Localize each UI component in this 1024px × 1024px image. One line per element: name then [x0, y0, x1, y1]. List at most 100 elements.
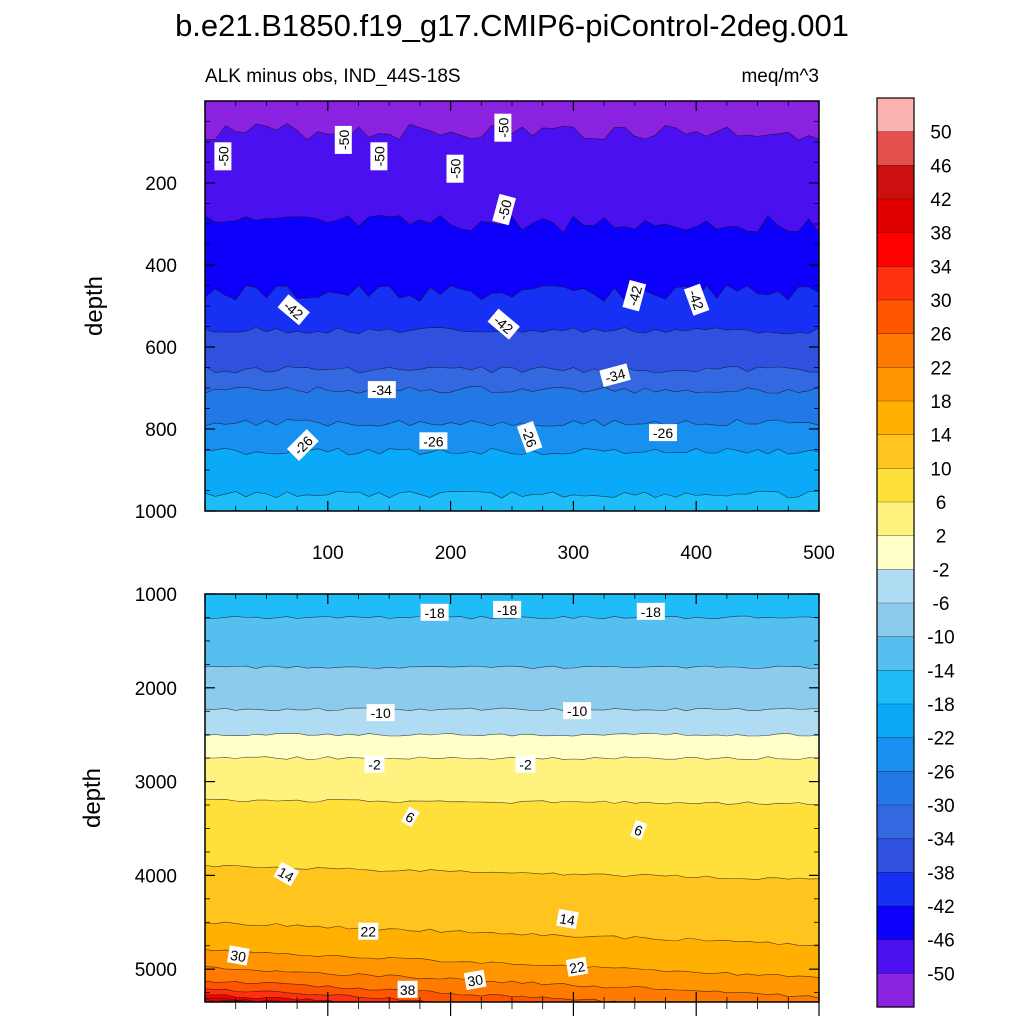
contour-label-background: [370, 142, 388, 171]
upper-contour-line: [205, 490, 819, 499]
lower-contour-line: [205, 994, 352, 1002]
upper-y-tick-label: 200: [145, 174, 177, 195]
colorbar-swatch: [877, 535, 914, 570]
upper-contour-line: [205, 214, 819, 234]
colorbar-swatch: [877, 603, 914, 638]
colorbar-swatch: [877, 199, 914, 234]
contour-label-background: [400, 806, 420, 828]
colorbar-swatch: [877, 266, 914, 301]
colorbar-label: 6: [936, 493, 947, 514]
upper-contour-line: [205, 419, 819, 427]
lower-y-tick-label: 5000: [135, 960, 177, 981]
lower-y-axis-label: depth: [79, 768, 106, 828]
lower-contour-labels: -18 -18 -18 -10 -10 -2 -2 6 6 14 14 22 22 30 30 38: [226, 600, 665, 998]
contour-label-text: 30: [229, 947, 247, 965]
lower-contour-label: -2: [364, 755, 385, 773]
colorbar-label: 30: [930, 291, 951, 312]
colorbar-swatch: [877, 670, 914, 705]
lower-contour-line: [205, 949, 819, 978]
upper-contour-label: -26: [516, 420, 543, 454]
contour-label-text: -18: [424, 605, 444, 621]
contour-label-text: 22: [568, 958, 586, 976]
upper-contour-label: -34: [367, 381, 396, 399]
upper-y-tick-label: 600: [145, 338, 177, 359]
lower-y-tick-label: 4000: [135, 866, 177, 887]
colorbar-swatch: [877, 300, 914, 335]
upper-y-axis-label: depth: [81, 276, 108, 336]
contour-label-background: [364, 755, 385, 773]
upper-axes: 200 400 600 800 1000 100 200 300 400 500: [135, 100, 835, 564]
lower-contour-label: 30: [226, 945, 250, 966]
colorbar-swatch: [877, 906, 914, 941]
colorbar-label: 34: [930, 257, 952, 278]
contour-label-text: 14: [275, 864, 297, 886]
upper-band--46: [205, 215, 819, 302]
colorbar-label: -22: [927, 729, 954, 750]
upper-band--38: [205, 327, 819, 373]
lower-contour-label: -18: [420, 603, 449, 621]
lower-contour-label: 22: [565, 956, 589, 977]
left-string: ALK minus obs, IND_44S-18S: [205, 66, 461, 87]
lower-contour-line: [205, 798, 819, 805]
upper-contour-label: -42: [622, 279, 647, 312]
colorbar-label: -42: [927, 897, 954, 918]
colorbar-swatch: [877, 98, 914, 133]
lower-band--14: [205, 616, 819, 669]
colorbar-swatch: [877, 939, 914, 974]
x-tick-label: 300: [558, 543, 590, 564]
upper-contour-label: -34: [599, 363, 631, 388]
lower-panel: -18 -18 -18 -10 -10 -2 -2 6 6 14 14 22 22 30 30 38 1000…: [79, 585, 820, 1016]
contour-label-text: -18: [641, 604, 661, 620]
colorbar-swatch: [877, 468, 914, 503]
contour-label-text: -50: [448, 158, 464, 178]
lower-contour-line: [205, 966, 819, 999]
contour-label-background: [358, 922, 379, 940]
colorbar-swatch: [877, 973, 914, 1008]
lower-band-22: [205, 966, 819, 1002]
colorbar-swatch: [877, 737, 914, 772]
lower-contour-line: [205, 988, 457, 1002]
contour-label-text: -50: [215, 146, 231, 166]
contour-label-text: -18: [497, 602, 517, 618]
colorbar-frame: [876, 97, 915, 1008]
colorbar-label: 26: [930, 325, 951, 346]
contour-label-background: [630, 819, 648, 840]
lower-contour-line: [205, 980, 639, 1002]
contour-label-background: [334, 125, 352, 154]
upper-contour-label: -50: [492, 193, 516, 226]
lower-contour-line: [205, 864, 819, 880]
upper-contour-line: [205, 123, 819, 141]
contour-label-text: -42: [685, 288, 707, 313]
lower-band--6: [205, 708, 819, 737]
contour-label-text: 38: [400, 982, 416, 998]
contour-label-text: -26: [423, 433, 443, 449]
contour-label-background: [286, 429, 319, 461]
lower-contour-label: 14: [273, 861, 300, 887]
lower-band-38: [205, 997, 287, 1002]
colorbar-label: 42: [930, 190, 951, 211]
upper-contour-fills: [205, 101, 819, 511]
colorbar-label: 38: [930, 224, 951, 245]
lower-contour-label: 6: [630, 819, 648, 840]
contour-label-background: [649, 424, 677, 442]
colorbar-label: 18: [930, 392, 951, 413]
contour-label-text: -26: [518, 425, 540, 450]
lower-contour-line: [205, 665, 819, 670]
contour-label-text: -2: [519, 757, 532, 773]
colorbar-label: 46: [930, 156, 951, 177]
contour-label-background: [273, 861, 300, 887]
upper-band--42: [205, 285, 819, 334]
upper-contour-label: -50: [214, 142, 232, 171]
lower-y-tick-label: 1000: [135, 585, 177, 606]
contour-label-text: 30: [466, 971, 484, 989]
colorbar-swatch: [877, 502, 914, 537]
lower-contour-label: 6: [400, 806, 420, 828]
upper-band--22: [205, 448, 819, 499]
contour-label-background: [493, 600, 522, 618]
lower-contour-label: 22: [358, 922, 379, 940]
colorbar-swatch: [877, 401, 914, 436]
lower-contour-label: -10: [366, 704, 395, 722]
colorbar-label: -26: [927, 762, 954, 783]
upper-panel: -50-50-50-50-50-50-42-42-42 -42-34-34-26-…: [81, 100, 835, 564]
upper-contour-label: -26: [419, 432, 448, 450]
